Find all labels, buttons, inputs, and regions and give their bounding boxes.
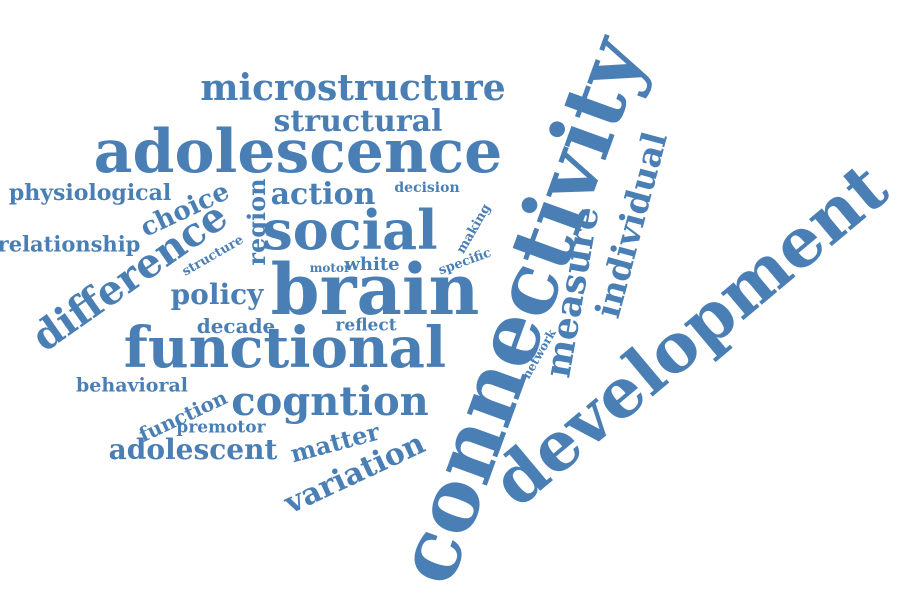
- word-decade: decade: [196, 314, 276, 338]
- word-microstructure: microstructure: [200, 67, 506, 109]
- word-policy: policy: [170, 278, 264, 311]
- word-behavioral: behavioral: [76, 374, 188, 397]
- word-functional: functional: [123, 315, 447, 381]
- word-brain: brain: [270, 248, 480, 331]
- word-cogntion: cogntion: [231, 378, 429, 425]
- word-reflect: reflect: [335, 315, 397, 336]
- word-social: social: [262, 198, 438, 262]
- word-physiological: physiological: [8, 180, 172, 206]
- word-structural: structural: [273, 104, 443, 139]
- word-motor: motor: [309, 261, 351, 275]
- word-premotor: premotor: [176, 417, 266, 438]
- word-region: region: [242, 178, 271, 266]
- word-decision: decision: [394, 180, 460, 196]
- word-adolescence: adolescence: [93, 117, 503, 187]
- word-adolescent: adolescent: [108, 433, 278, 466]
- word-relationship: relationship: [0, 231, 141, 257]
- word-white: white: [344, 254, 400, 275]
- word-action: action: [270, 177, 376, 212]
